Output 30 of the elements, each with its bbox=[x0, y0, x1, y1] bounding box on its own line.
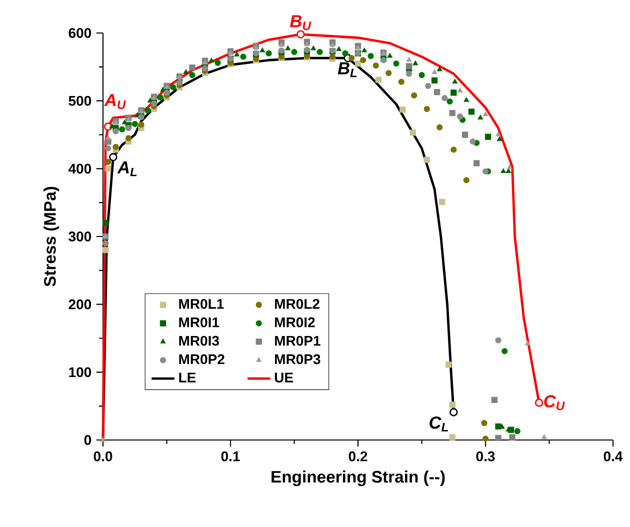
x-tick-label: 0.4 bbox=[604, 451, 623, 462]
legend-label: MR0P2 bbox=[179, 354, 224, 364]
y-tick-label: 200 bbox=[68, 299, 92, 310]
legend-label: MR0P3 bbox=[275, 354, 320, 364]
y-tick-label: 400 bbox=[68, 164, 92, 174]
legend-label: MR0L2 bbox=[275, 298, 320, 309]
annotation: C$_{U}$ bbox=[544, 395, 565, 410]
annotation: B$_{L}$ bbox=[338, 62, 357, 78]
y-tick-label: 0 bbox=[84, 435, 92, 445]
y-axis-title: Stress (MPa) bbox=[44, 186, 60, 286]
legend-label: MR0P1 bbox=[275, 336, 320, 346]
x-tick-label: 0.1 bbox=[221, 451, 240, 462]
legend-label: MR0I2 bbox=[275, 317, 315, 328]
y-tick-label: 500 bbox=[68, 96, 92, 106]
legend-label: UE bbox=[274, 372, 293, 382]
x-tick-label: 0.0 bbox=[94, 451, 112, 462]
legend-label: MR0I1 bbox=[179, 317, 220, 328]
legend-label: LE bbox=[179, 372, 196, 382]
y-tick-label: 300 bbox=[68, 232, 92, 242]
legend-label: MR0I3 bbox=[179, 336, 219, 346]
y-tick-label: 600 bbox=[68, 28, 92, 38]
y-tick-label: 100 bbox=[69, 367, 92, 378]
x-tick-label: 0.3 bbox=[476, 451, 495, 462]
x-tick-label: 0.2 bbox=[348, 451, 368, 462]
annotation: B$_{U}$ bbox=[290, 15, 312, 30]
legend-label: MR0L1 bbox=[179, 298, 224, 309]
annotation: C$_{L}$ bbox=[430, 416, 448, 432]
x-axis-title: Engineering Strain (--) bbox=[272, 470, 445, 486]
annotation: A$_{U}$ bbox=[104, 94, 126, 110]
annotation: A$_{L}$ bbox=[117, 161, 137, 176]
